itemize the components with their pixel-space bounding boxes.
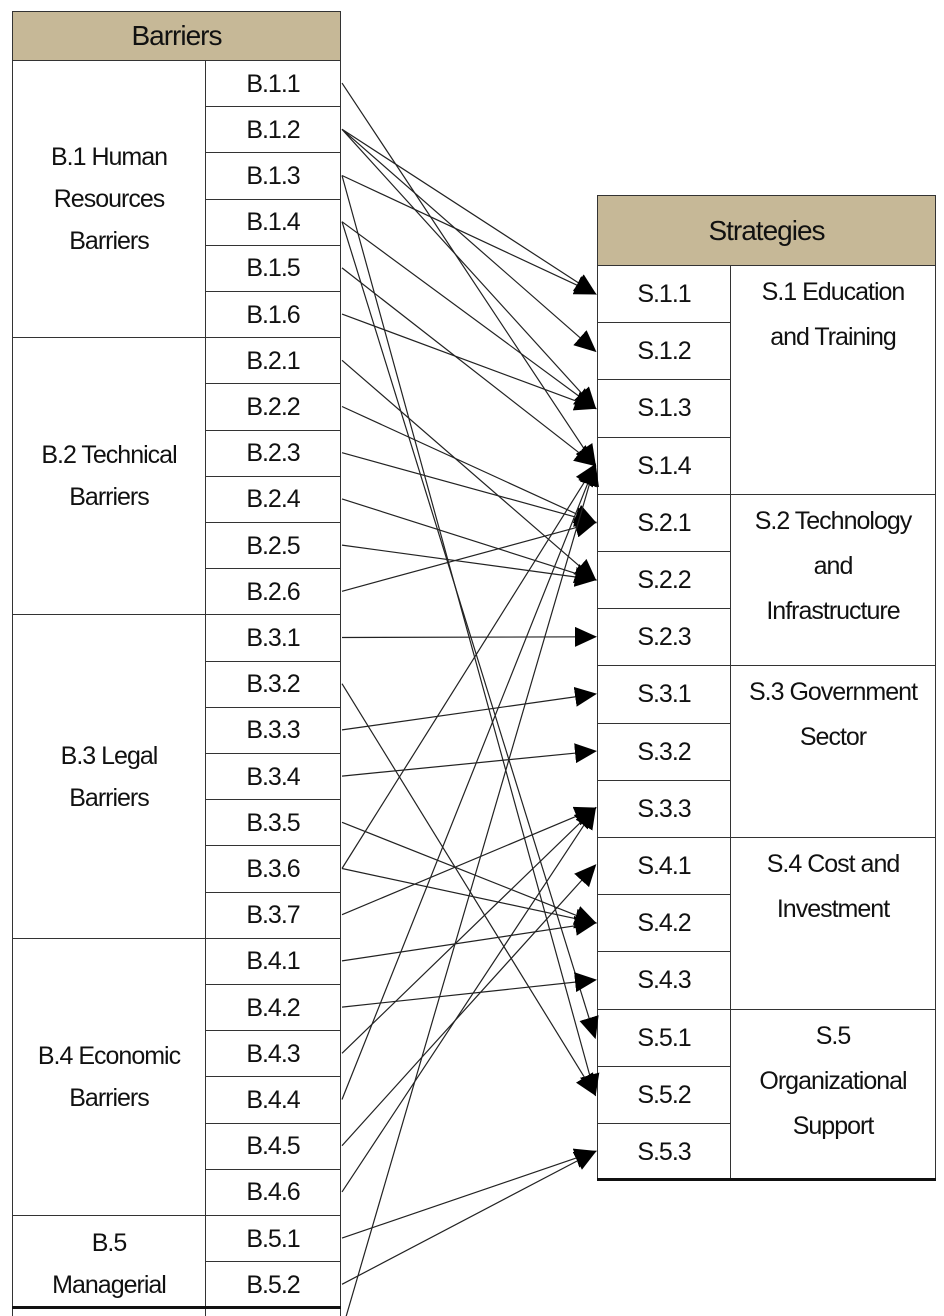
barrier-item: B.2.2 — [205, 383, 341, 431]
strategy-item: S.1.1 — [597, 265, 731, 324]
strategy-group-label: S.5 Organizational Support — [730, 1008, 936, 1182]
barrier-item: B.3.6 — [205, 845, 341, 893]
table-bottom-border — [597, 1178, 936, 1181]
link-B.2.2-to-S.2.1 — [341, 405, 597, 524]
link-B.2.1-to-S.2.2 — [341, 359, 597, 581]
link-B.1.2-to-S.1.1 — [341, 128, 597, 295]
link-B.2.3-to-S.2.1 — [341, 452, 597, 527]
link-B.4.4-to-S.1.4 — [341, 463, 597, 1100]
strategy-item: S.1.2 — [597, 322, 731, 381]
barriers-header: Barriers — [12, 11, 341, 61]
link-B.3.3-to-S.3.1 — [341, 686, 597, 731]
barrier-item: B.3.5 — [205, 799, 341, 847]
barrier-group-label: B.2 Technical Barriers — [12, 337, 206, 616]
link-B.3.7-to-S.3.3 — [341, 806, 597, 916]
link-B.1.5-to-S.1.4 — [341, 267, 597, 467]
barrier-item: B.1.5 — [205, 244, 341, 292]
strategy-item: S.5.3 — [597, 1123, 731, 1182]
barrier-item: B.3.7 — [205, 891, 341, 939]
link-B.1.3-to-S.5.2 — [341, 175, 600, 1097]
barrier-item: B.2.4 — [205, 475, 341, 523]
barrier-item: B.4.6 — [205, 1168, 341, 1216]
link-B.1.1-to-S.1.4 — [341, 82, 597, 467]
strategies-header: Strategies — [597, 195, 936, 266]
link-B.1.6-to-S.1.3 — [341, 313, 597, 411]
barrier-item: B.2.6 — [205, 568, 341, 616]
link-B.3.1-to-S.2.3 — [341, 626, 597, 647]
link-B.3.6-to-S.4.2 — [341, 867, 597, 929]
barrier-item: B.3.4 — [205, 753, 341, 801]
barrier-item: B.2.1 — [205, 337, 341, 385]
barrier-item: B.4.3 — [205, 1030, 341, 1078]
link-B.2.6-to-S.2.1 — [341, 518, 597, 592]
barrier-item: B.4.2 — [205, 984, 341, 1032]
link-B.4.1-to-S.4.2 — [341, 915, 597, 962]
strategy-item: S.5.1 — [597, 1008, 731, 1067]
barrier-item: B.3.2 — [205, 660, 341, 708]
link-B.3.4-to-S.3.2 — [341, 743, 597, 777]
link-B.4.5-to-S.4.1 — [341, 864, 597, 1147]
link-B.4.3-to-S.3.3 — [341, 807, 597, 1054]
barrier-item: B.1.4 — [205, 198, 341, 246]
strategy-item: S.3.1 — [597, 665, 731, 724]
strategy-item: S.5.2 — [597, 1065, 731, 1124]
link-B.3.2-to-S.5.2 — [341, 683, 597, 1097]
barrier-group-label: B.5 Managerial Barriers — [12, 1215, 206, 1316]
strategy-group-label: S.4 Cost and Investment — [730, 837, 936, 1010]
strategy-item: S.1.3 — [597, 379, 731, 438]
link-B.4.6-to-S.3.3 — [341, 806, 597, 1193]
table-bottom-border — [12, 1306, 341, 1309]
link-B.5.3-to-S.1.4 — [345, 463, 599, 1316]
barrier-item: B.3.1 — [205, 614, 341, 662]
barrier-item: B.1.3 — [205, 152, 341, 200]
link-B.1.4-to-S.1.3 — [341, 221, 597, 410]
link-B.1.3-to-S.1.1 — [341, 174, 597, 295]
strategy-item: S.3.2 — [597, 722, 731, 781]
barrier-item: B.5.2 — [205, 1261, 341, 1309]
link-B.3.6-to-S.1.4 — [341, 463, 597, 869]
link-B.1.2-to-S.1.3 — [341, 128, 597, 410]
link-B.5.2-to-S.5.3 — [341, 1150, 597, 1285]
strategy-item: S.2.2 — [597, 551, 731, 610]
strategy-item: S.4.2 — [597, 894, 731, 953]
barrier-item: B.4.1 — [205, 937, 341, 985]
strategy-item: S.4.1 — [597, 837, 731, 896]
strategy-item: S.2.3 — [597, 608, 731, 667]
barrier-item: B.5.1 — [205, 1215, 341, 1263]
strategy-group-label: S.3 Government Sector — [730, 665, 936, 838]
link-B.2.5-to-S.2.2 — [341, 544, 597, 587]
barrier-item: B.2.5 — [205, 522, 341, 570]
link-B.1.4-to-S.5.1 — [341, 221, 599, 1040]
link-B.5.1-to-S.5.3 — [341, 1148, 597, 1239]
link-B.3.5-to-S.4.2 — [341, 821, 597, 925]
barrier-item: B.4.5 — [205, 1122, 341, 1170]
barrier-group-label: B.3 Legal Barriers — [12, 614, 206, 939]
link-B.1.2-to-S.1.2 — [341, 128, 597, 353]
link-B.2.4-to-S.2.2 — [341, 498, 597, 584]
link-B.4.2-to-S.4.3 — [341, 972, 597, 1008]
barrier-item: B.1.2 — [205, 106, 341, 154]
barrier-group-label: B.4 Economic Barriers — [12, 937, 206, 1216]
